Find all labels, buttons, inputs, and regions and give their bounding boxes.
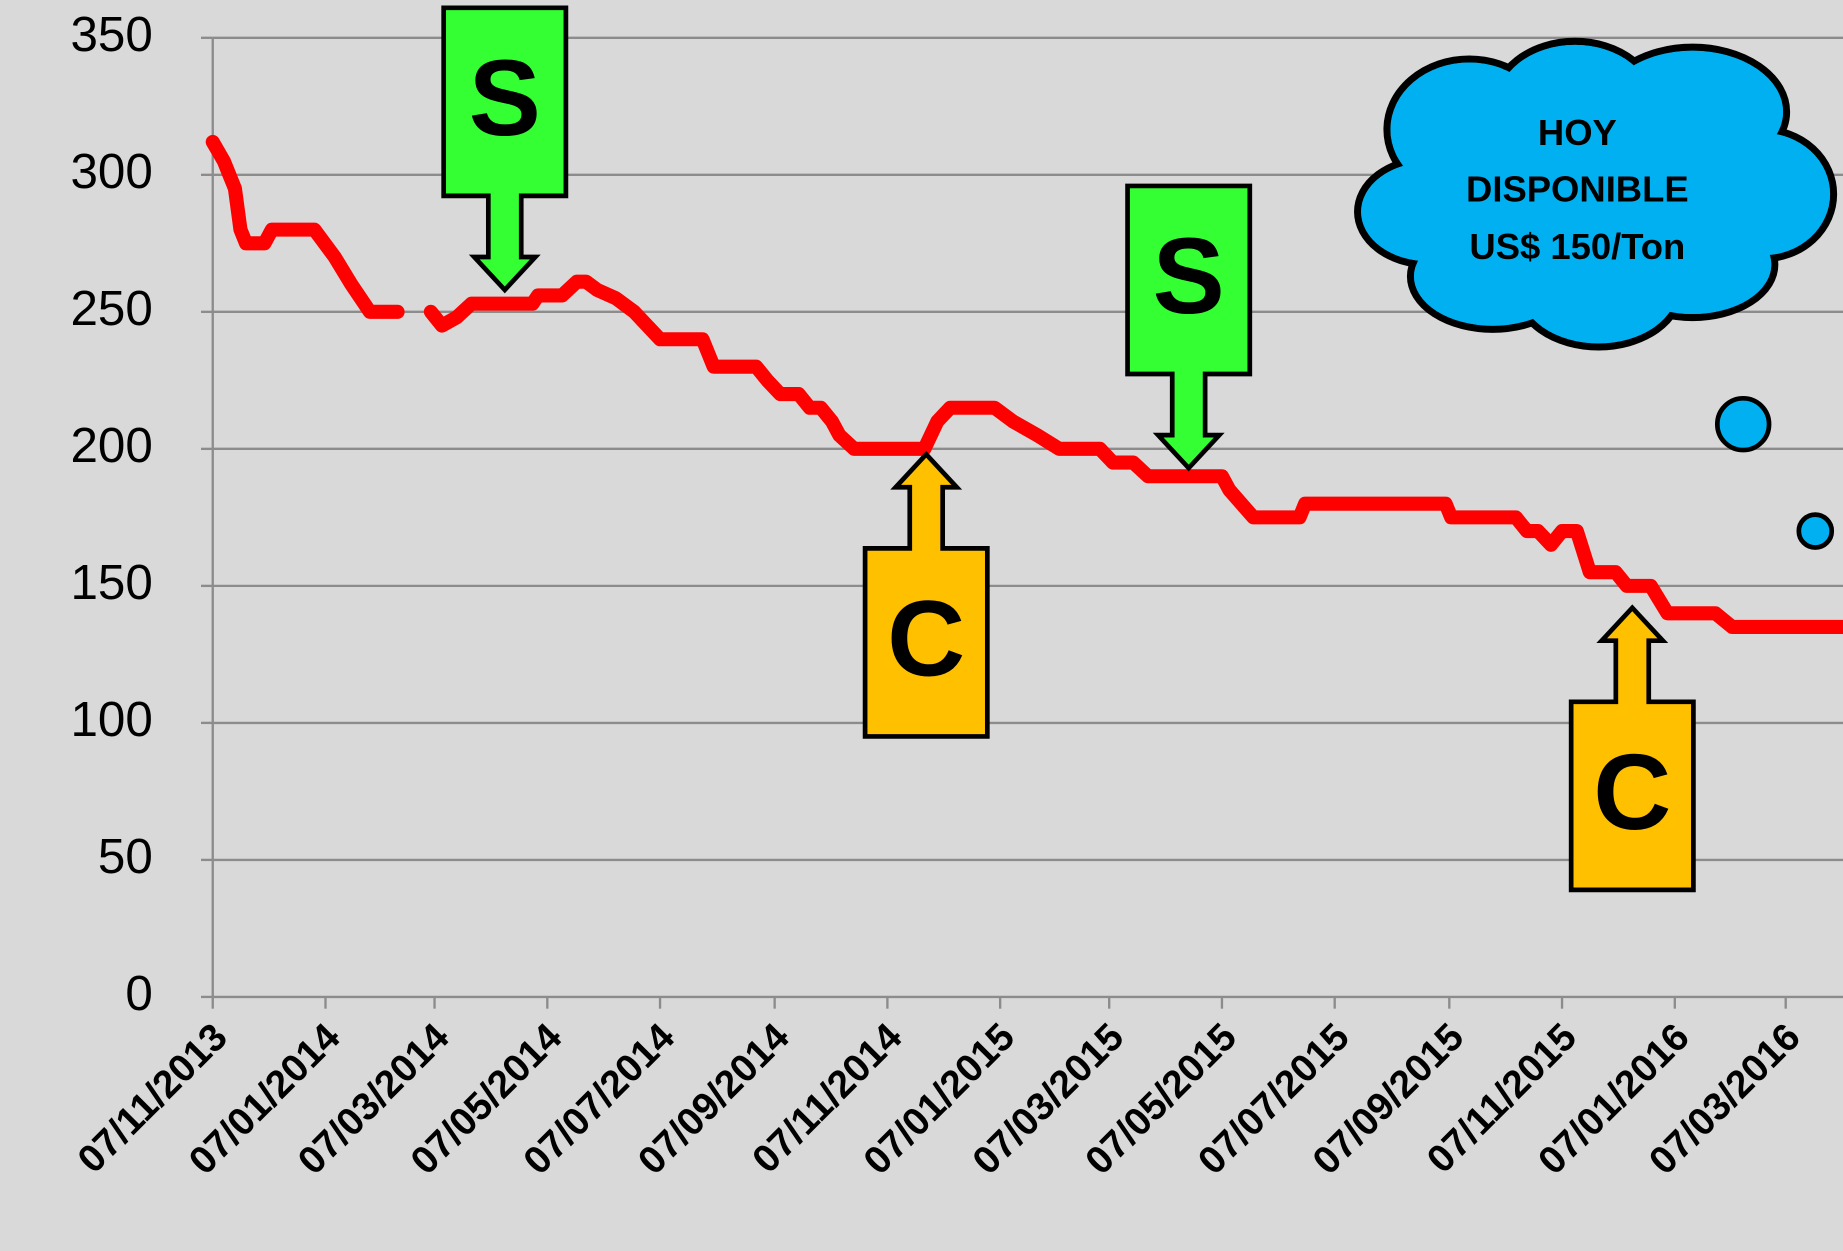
y-tick-label: 300	[70, 144, 152, 199]
page: {"chart_data": { "type": "line", "x": ["…	[0, 0, 1843, 1251]
cloud-text: DISPONIBLE	[1466, 168, 1689, 209]
y-tick-label: 200	[70, 418, 152, 473]
y-tick-label: 0	[125, 966, 152, 1021]
cloud-text: HOY	[1538, 112, 1617, 153]
y-tick-label: 150	[70, 555, 152, 610]
annotation-label: C	[887, 578, 965, 699]
y-tick-label: 350	[70, 7, 152, 62]
y-tick-label: 100	[70, 692, 152, 747]
annotation-label: S	[1153, 215, 1225, 336]
y-tick-label: 250	[70, 281, 152, 336]
bubble	[1799, 515, 1832, 548]
cloud-text: US$ 150/Ton	[1469, 226, 1685, 267]
chart: 05010015020025030035007/11/201307/01/201…	[0, 0, 1843, 1251]
bubble	[1717, 398, 1769, 450]
y-tick-label: 50	[98, 829, 153, 884]
annotation-label: C	[1593, 731, 1671, 852]
annotation-label: S	[469, 37, 541, 158]
